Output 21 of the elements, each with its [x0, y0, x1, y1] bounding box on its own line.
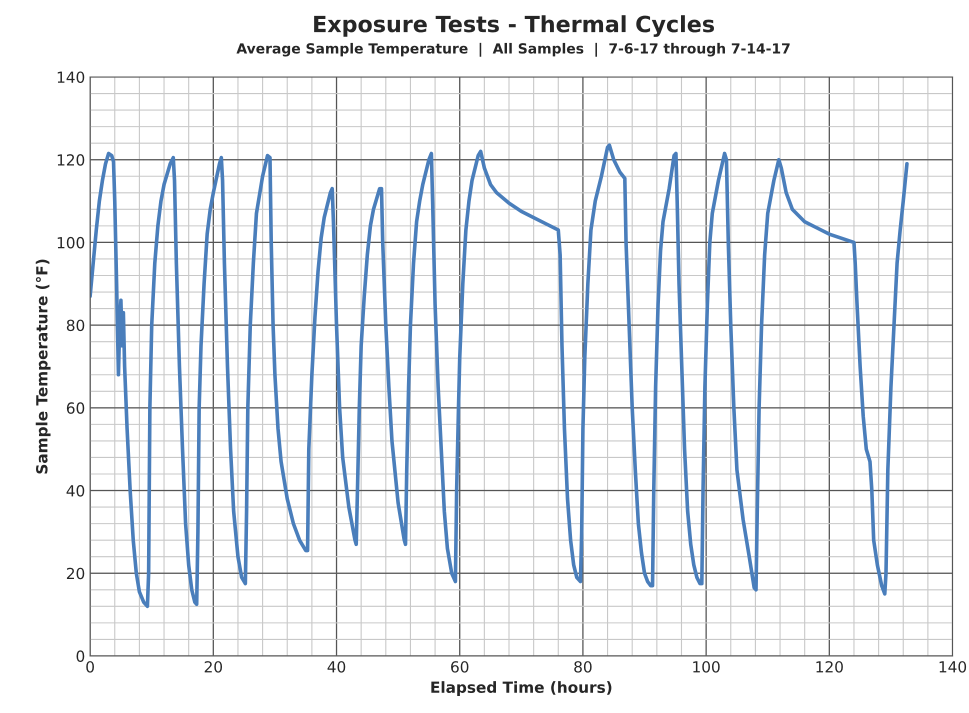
x-tick-label: 100 — [693, 661, 720, 673]
x-tick-label: 80 — [574, 661, 592, 673]
y-tick-label: 20 — [66, 568, 84, 580]
x-tick-label: 140 — [940, 661, 966, 673]
y-tick-label: 140 — [58, 71, 84, 84]
y-tick-label: 120 — [58, 154, 84, 166]
y-tick-label: 80 — [66, 320, 84, 332]
chart-subtitle: Average Sample Temperature | All Samples | 7-6-17 through 7-14-17 — [236, 42, 790, 57]
chart-title: Exposure Tests - Thermal Cycles — [314, 15, 714, 37]
y-tick-label: 60 — [66, 402, 84, 414]
y-tick-label: 100 — [58, 236, 84, 248]
y-axis-title: Sample Temperature (°F) — [36, 260, 51, 474]
y-tick-label: 40 — [66, 485, 84, 497]
x-axis-title: Elapsed Time (hours) — [431, 681, 612, 696]
y-tick-label: 0 — [76, 650, 84, 662]
x-tick-label: 60 — [451, 661, 468, 673]
line-series — [90, 143, 909, 608]
x-tick-label: 0 — [86, 661, 94, 673]
x-tick-label: 20 — [204, 661, 222, 673]
x-tick-label: 120 — [816, 661, 843, 673]
x-tick-label: 40 — [328, 661, 346, 673]
